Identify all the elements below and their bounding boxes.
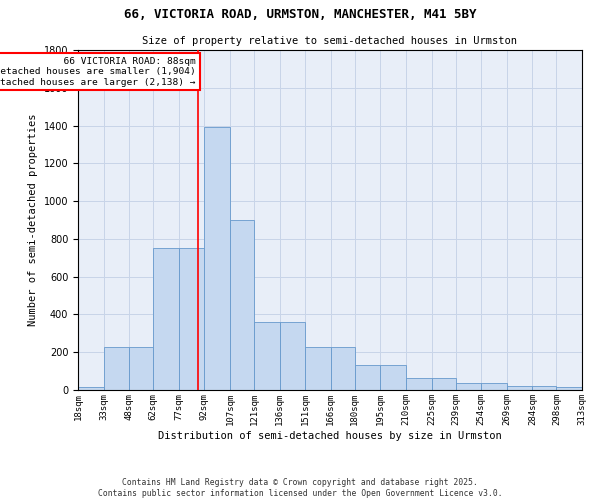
Bar (380, 366, 406, 390)
Bar (230, 220, 254, 390)
Bar (104, 346, 129, 390)
Bar (455, 384, 481, 390)
X-axis label: Distribution of semi-detached houses by size in Urmston: Distribution of semi-detached houses by … (158, 430, 502, 440)
Text: Contains HM Land Registry data © Crown copyright and database right 2025.
Contai: Contains HM Land Registry data © Crown c… (98, 478, 502, 498)
Bar (481, 384, 507, 390)
Bar (205, 128, 230, 390)
Bar (129, 346, 153, 390)
Bar (153, 248, 179, 390)
Bar (305, 346, 331, 390)
Bar (331, 346, 355, 390)
Bar (507, 386, 532, 390)
Bar (78, 387, 104, 390)
Bar (532, 386, 556, 390)
Bar (355, 366, 380, 390)
Title: Size of property relative to semi-detached houses in Urmston: Size of property relative to semi-detach… (143, 36, 517, 46)
Text: 66, VICTORIA ROAD, URMSTON, MANCHESTER, M41 5BY: 66, VICTORIA ROAD, URMSTON, MANCHESTER, … (124, 8, 476, 20)
Bar (431, 378, 455, 390)
Y-axis label: Number of semi-detached properties: Number of semi-detached properties (28, 114, 38, 326)
Text: 66 VICTORIA ROAD: 88sqm
← 46% of semi-detached houses are smaller (1,904)
  52% : 66 VICTORIA ROAD: 88sqm ← 46% of semi-de… (0, 57, 196, 86)
Bar (179, 248, 205, 390)
Bar (406, 378, 431, 390)
Bar (556, 387, 582, 390)
Bar (280, 322, 305, 390)
Bar (254, 322, 280, 390)
